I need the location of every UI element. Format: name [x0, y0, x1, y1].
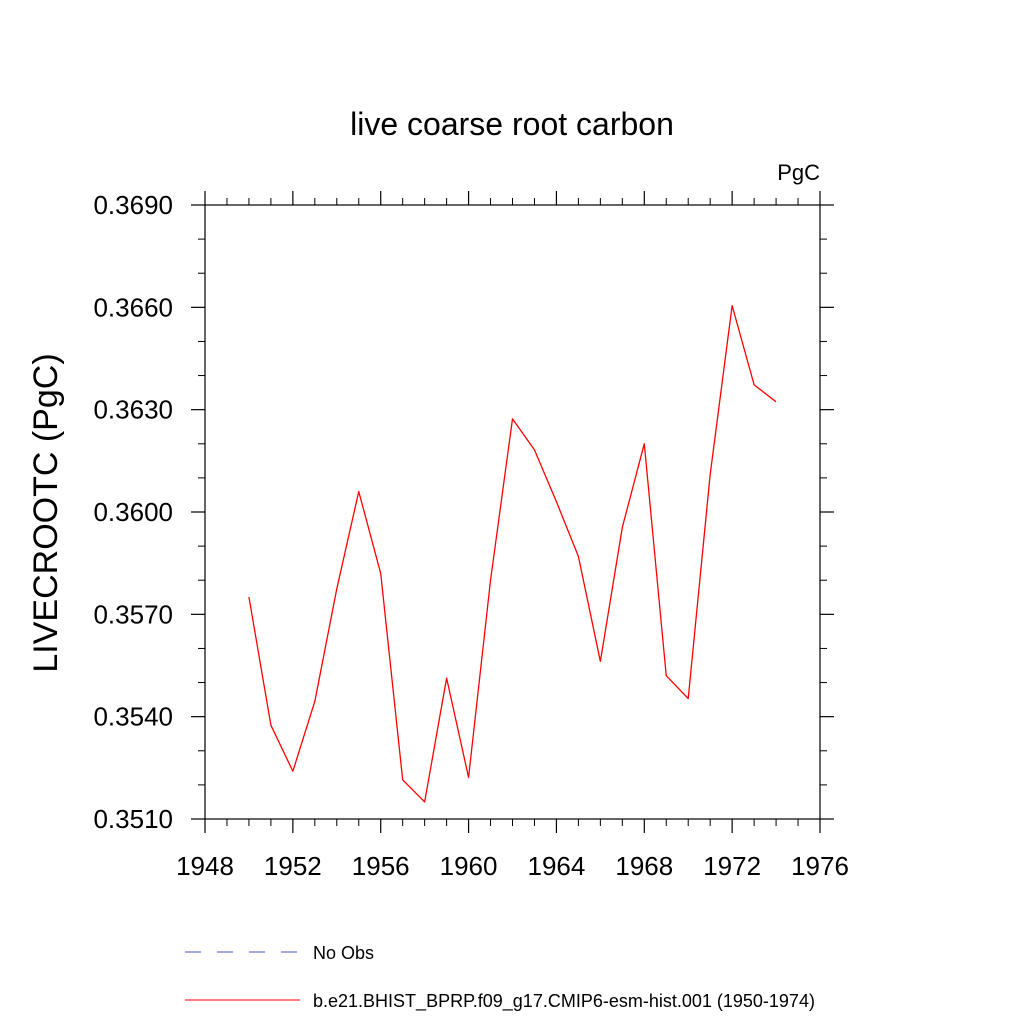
- x-axis-ticks: 1948 1952 1956 1960 1964 1968 1972 1976: [176, 191, 849, 881]
- series-line: [248, 304, 777, 803]
- legend-label: No Obs: [313, 943, 374, 963]
- y-tick-label: 0.3660: [93, 292, 173, 322]
- x-tick-label: 1972: [703, 851, 761, 881]
- x-tick-label: 1976: [791, 851, 849, 881]
- legend-label: b.e21.BHIST_BPRP.f09_g17.CMIP6-esm-hist.…: [313, 991, 815, 1012]
- x-tick-label: 1948: [176, 851, 234, 881]
- x-tick-label: 1956: [352, 851, 410, 881]
- x-tick-label: 1964: [528, 851, 586, 881]
- units-label: PgC: [777, 160, 820, 185]
- y-tick-label: 0.3510: [93, 804, 173, 834]
- y-tick-label: 0.3570: [93, 599, 173, 629]
- y-tick-label: 0.3690: [93, 190, 173, 220]
- plot-frame: [204, 204, 821, 820]
- x-tick-label: 1960: [440, 851, 498, 881]
- chart-title: live coarse root carbon: [350, 106, 674, 142]
- y-axis-ticks: 0.3510 0.3540 0.3570 0.3600 0.3630 0.3660 0.36…: [93, 190, 834, 834]
- legend: No Obs b.e21.BHIST_BPRP.f09_g17.CMIP6-esm…: [185, 943, 815, 1012]
- series-lines: [248, 304, 777, 803]
- x-tick-label: 1952: [264, 851, 322, 881]
- y-tick-label: 0.3630: [93, 395, 173, 425]
- y-tick-label: 0.3540: [93, 702, 173, 732]
- y-tick-label: 0.3600: [93, 497, 173, 527]
- x-tick-label: 1968: [615, 851, 673, 881]
- y-axis-label: LIVECROOTC (PgC): [27, 353, 65, 672]
